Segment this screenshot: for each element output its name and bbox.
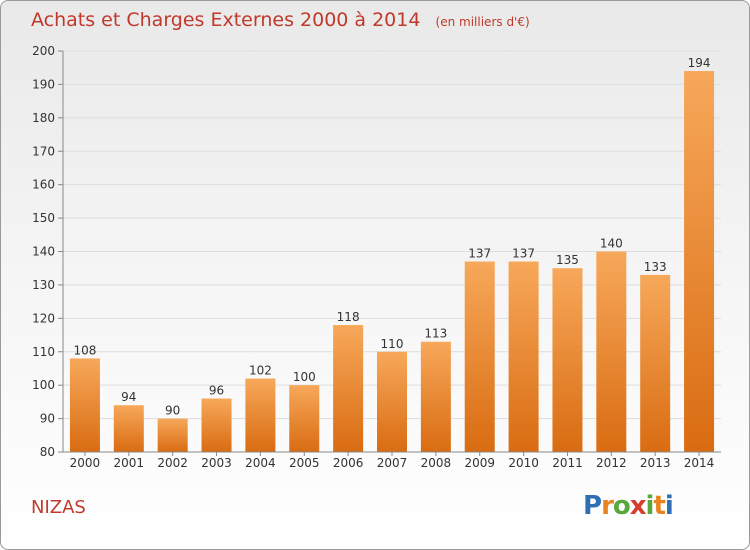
bar bbox=[201, 398, 232, 452]
bar bbox=[508, 261, 539, 452]
y-tick-label: 100 bbox=[32, 378, 55, 392]
data-label: 135 bbox=[556, 253, 579, 267]
logo-letter: r bbox=[601, 491, 614, 521]
bar bbox=[69, 358, 100, 452]
data-label: 110 bbox=[381, 337, 404, 351]
data-label: 100 bbox=[293, 370, 316, 384]
y-tick-label: 120 bbox=[32, 311, 55, 325]
bar bbox=[245, 378, 276, 452]
x-tick-label: 2010 bbox=[508, 456, 539, 470]
y-tick-label: 80 bbox=[40, 445, 55, 459]
bar bbox=[464, 261, 495, 452]
data-label: 113 bbox=[424, 327, 447, 341]
x-tick-label: 2013 bbox=[640, 456, 671, 470]
data-label: 96 bbox=[209, 384, 224, 398]
axes: 80 90 100 110 120 130 140 150 160 170 180 190 200 200… bbox=[32, 44, 721, 470]
bars bbox=[69, 71, 715, 453]
chart-unit: (en milliers d'€) bbox=[435, 15, 530, 29]
data-label: 94 bbox=[121, 390, 136, 404]
bar bbox=[157, 418, 188, 452]
y-tick-label: 170 bbox=[32, 144, 55, 158]
logo-letter: o bbox=[612, 491, 631, 521]
bar bbox=[640, 274, 671, 452]
y-tick-label: 180 bbox=[32, 111, 55, 125]
y-tick-label: 90 bbox=[40, 412, 55, 426]
x-tick-label: 2005 bbox=[289, 456, 320, 470]
bar bbox=[596, 251, 627, 452]
x-tick-label: 2008 bbox=[421, 456, 452, 470]
bar bbox=[684, 71, 715, 453]
data-label: 108 bbox=[73, 343, 96, 357]
logo-letter: i bbox=[664, 491, 674, 521]
data-label: 90 bbox=[165, 404, 180, 418]
y-tick-label: 140 bbox=[32, 245, 55, 259]
chart-title: Achats et Charges Externes 2000 à 2014 bbox=[31, 9, 421, 31]
x-tick-label: 2000 bbox=[70, 456, 101, 470]
logo-letter: i bbox=[645, 491, 655, 521]
x-tick-label: 2012 bbox=[596, 456, 627, 470]
logo-letter: t bbox=[653, 491, 665, 521]
logo-letter: P bbox=[583, 491, 602, 521]
x-tick-label: 2003 bbox=[201, 456, 232, 470]
data-label: 194 bbox=[688, 56, 711, 70]
x-tick-label: 2001 bbox=[114, 456, 145, 470]
data-label: 133 bbox=[644, 260, 667, 274]
bar bbox=[377, 351, 407, 452]
data-label: 137 bbox=[512, 247, 535, 261]
y-tick-label: 150 bbox=[32, 211, 55, 225]
bar bbox=[333, 325, 364, 452]
data-label: 137 bbox=[468, 247, 491, 261]
logo-letter: x bbox=[629, 491, 647, 521]
x-tick-label: 2006 bbox=[333, 456, 364, 470]
proxiti-logo[interactable]: Proxiti bbox=[583, 491, 674, 521]
y-tick-label: 160 bbox=[32, 178, 55, 192]
data-label: 140 bbox=[600, 237, 623, 251]
chart-title-block: Achats et Charges Externes 2000 à 2014 (… bbox=[31, 9, 530, 31]
y-tick-label: 110 bbox=[32, 345, 55, 359]
data-label: 102 bbox=[249, 363, 272, 377]
x-tick-label: 2009 bbox=[464, 456, 495, 470]
y-tick-label: 190 bbox=[32, 77, 55, 91]
data-labels: 108 94 90 96 102 100 118 110 113 137 137 135 140 133 1… bbox=[73, 56, 710, 418]
x-tick-label: 2004 bbox=[245, 456, 276, 470]
bar bbox=[420, 341, 451, 452]
bar bbox=[113, 405, 144, 452]
y-tick-label: 130 bbox=[32, 278, 55, 292]
x-tick-label: 2007 bbox=[377, 456, 408, 470]
place-label: NIZAS bbox=[31, 497, 86, 518]
x-tick-label: 2002 bbox=[157, 456, 188, 470]
y-tick-label: 200 bbox=[32, 44, 55, 58]
x-tick-label: 2014 bbox=[684, 456, 715, 470]
x-tick-label: 2011 bbox=[552, 456, 583, 470]
bar bbox=[552, 268, 583, 452]
data-label: 118 bbox=[337, 310, 360, 324]
bar bbox=[289, 385, 320, 452]
